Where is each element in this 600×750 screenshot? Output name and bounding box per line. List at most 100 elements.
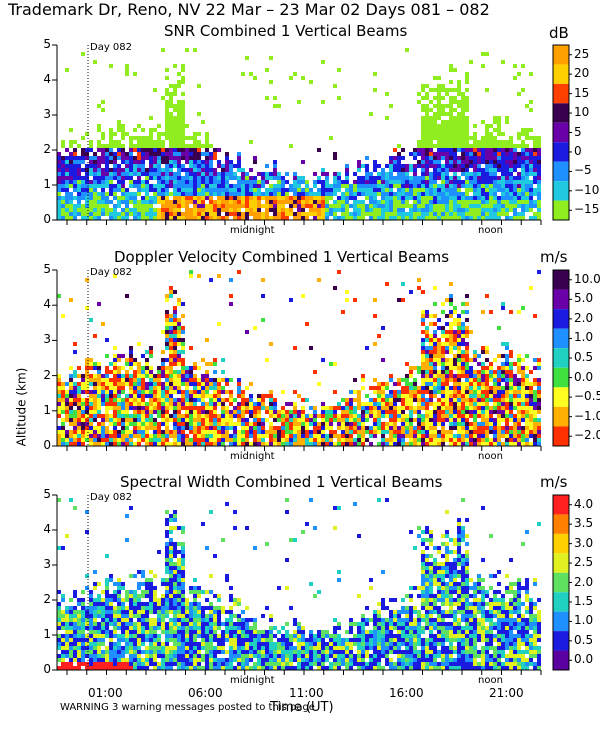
heatmap-cell [165, 104, 169, 108]
heatmap-cell [81, 390, 85, 394]
heatmap-cell [501, 302, 505, 306]
heatmap-cell [149, 438, 153, 442]
heatmap-cell [245, 192, 249, 196]
heatmap-cell [265, 394, 269, 398]
heatmap-cell [321, 192, 325, 196]
heatmap-cell [153, 128, 157, 132]
heatmap-cell [133, 598, 137, 602]
heatmap-cell [461, 338, 465, 342]
heatmap-cell [505, 394, 509, 398]
heatmap-cell [481, 378, 485, 382]
heatmap-cell [313, 370, 317, 374]
heatmap-cell [129, 196, 133, 200]
heatmap-cell [97, 168, 101, 172]
heatmap-cell [505, 342, 509, 346]
heatmap-cell [509, 434, 513, 438]
heatmap-cell [77, 212, 81, 216]
heatmap-cell [341, 414, 345, 418]
heatmap-cell [525, 394, 529, 398]
heatmap-cell [65, 204, 69, 208]
heatmap-cell [173, 204, 177, 208]
heatmap-cell [73, 386, 77, 390]
heatmap-cell [445, 200, 449, 204]
heatmap-cell [477, 422, 481, 426]
heatmap-cell [273, 426, 277, 430]
heatmap-cell [57, 212, 61, 216]
heatmap-cell [109, 208, 113, 212]
heatmap-cell [445, 322, 449, 326]
heatmap-cell [365, 184, 369, 188]
heatmap-cell [377, 200, 381, 204]
heatmap-cell [213, 394, 217, 398]
heatmap-cell [129, 666, 133, 670]
heatmap-cell [81, 658, 85, 662]
heatmap-cell [133, 418, 137, 422]
heatmap-cell [369, 398, 373, 402]
heatmap-cell [241, 184, 245, 188]
heatmap-cell [513, 394, 517, 398]
heatmap-cell [437, 402, 441, 406]
heatmap-cell [421, 144, 425, 148]
heatmap-cell [209, 196, 213, 200]
heatmap-cell [421, 88, 425, 92]
heatmap-cell [421, 366, 425, 370]
heatmap-cell [465, 104, 469, 108]
heatmap-cell [489, 188, 493, 192]
heatmap-cell [517, 188, 521, 192]
heatmap-cell [185, 176, 189, 180]
heatmap-cell [437, 442, 441, 446]
heatmap-cell [281, 176, 285, 180]
heatmap-cell [237, 184, 241, 188]
heatmap-cell [173, 338, 177, 342]
colorbar-segment [553, 122, 569, 143]
heatmap-cell [113, 650, 117, 654]
heatmap-cell [93, 646, 97, 650]
heatmap-cell [173, 164, 177, 168]
heatmap-cell [489, 124, 493, 128]
heatmap-cell [525, 164, 529, 168]
heatmap-cell [189, 390, 193, 394]
heatmap-cell [117, 358, 121, 362]
heatmap-cell [445, 298, 449, 302]
heatmap-cell [173, 196, 177, 200]
heatmap-cell [381, 430, 385, 434]
heatmap-cell [357, 394, 361, 398]
heatmap-cell [493, 176, 497, 180]
heatmap-cell [105, 662, 109, 666]
heatmap-cell [457, 406, 461, 410]
heatmap-cell [213, 358, 217, 362]
heatmap-cell [473, 382, 477, 386]
heatmap-cell [69, 630, 73, 634]
heatmap-cell [313, 438, 317, 442]
heatmap-cell [245, 204, 249, 208]
heatmap-cell [537, 136, 541, 140]
heatmap-cell [181, 366, 185, 370]
heatmap-cell [205, 216, 209, 220]
heatmap-cell [89, 366, 93, 370]
heatmap-cell [61, 188, 65, 192]
heatmap-cell [157, 390, 161, 394]
heatmap-cell [209, 394, 213, 398]
heatmap-cell [89, 590, 93, 594]
heatmap-cell [245, 442, 249, 446]
heatmap-cell [453, 204, 457, 208]
heatmap-cell [61, 164, 65, 168]
heatmap-cell [89, 422, 93, 426]
heatmap-cell [173, 200, 177, 204]
heatmap-cell [421, 180, 425, 184]
heatmap-cell [61, 618, 65, 622]
heatmap-cell [529, 196, 533, 200]
heatmap-cell [485, 156, 489, 160]
heatmap-cell [353, 390, 357, 394]
heatmap-cell [533, 394, 537, 398]
heatmap-cell [465, 414, 469, 418]
heatmap-cell [125, 358, 129, 362]
heatmap-cell [205, 204, 209, 208]
heatmap-cell [113, 168, 117, 172]
heatmap-cell [213, 148, 217, 152]
heatmap-cell [77, 622, 81, 626]
heatmap-cell [221, 196, 225, 200]
heatmap-cell [453, 124, 457, 128]
heatmap-cell [93, 386, 97, 390]
heatmap-cell [293, 426, 297, 430]
